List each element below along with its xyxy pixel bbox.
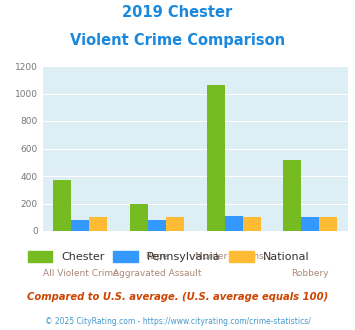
Text: Compared to U.S. average. (U.S. average equals 100): Compared to U.S. average. (U.S. average … <box>27 292 328 302</box>
Bar <box>319 217 337 231</box>
Text: Aggravated Assault: Aggravated Assault <box>113 269 201 278</box>
Bar <box>130 204 148 231</box>
Text: All Violent Crime: All Violent Crime <box>43 269 118 278</box>
Legend: Chester, Pennsylvania, National: Chester, Pennsylvania, National <box>23 247 313 267</box>
Bar <box>224 216 242 231</box>
Bar <box>301 217 319 231</box>
Text: Murder & Mans...: Murder & Mans... <box>195 252 272 261</box>
Bar <box>166 217 184 231</box>
Text: Rape: Rape <box>146 252 168 261</box>
Bar <box>53 180 71 231</box>
Text: © 2025 CityRating.com - https://www.cityrating.com/crime-statistics/: © 2025 CityRating.com - https://www.city… <box>45 317 310 326</box>
Text: Robbery: Robbery <box>291 269 329 278</box>
Bar <box>283 159 301 231</box>
Bar <box>71 220 89 231</box>
Text: 2019 Chester: 2019 Chester <box>122 5 233 20</box>
Bar <box>148 220 166 231</box>
Bar <box>207 85 224 231</box>
Bar <box>89 217 108 231</box>
Bar <box>242 217 261 231</box>
Text: Violent Crime Comparison: Violent Crime Comparison <box>70 33 285 48</box>
